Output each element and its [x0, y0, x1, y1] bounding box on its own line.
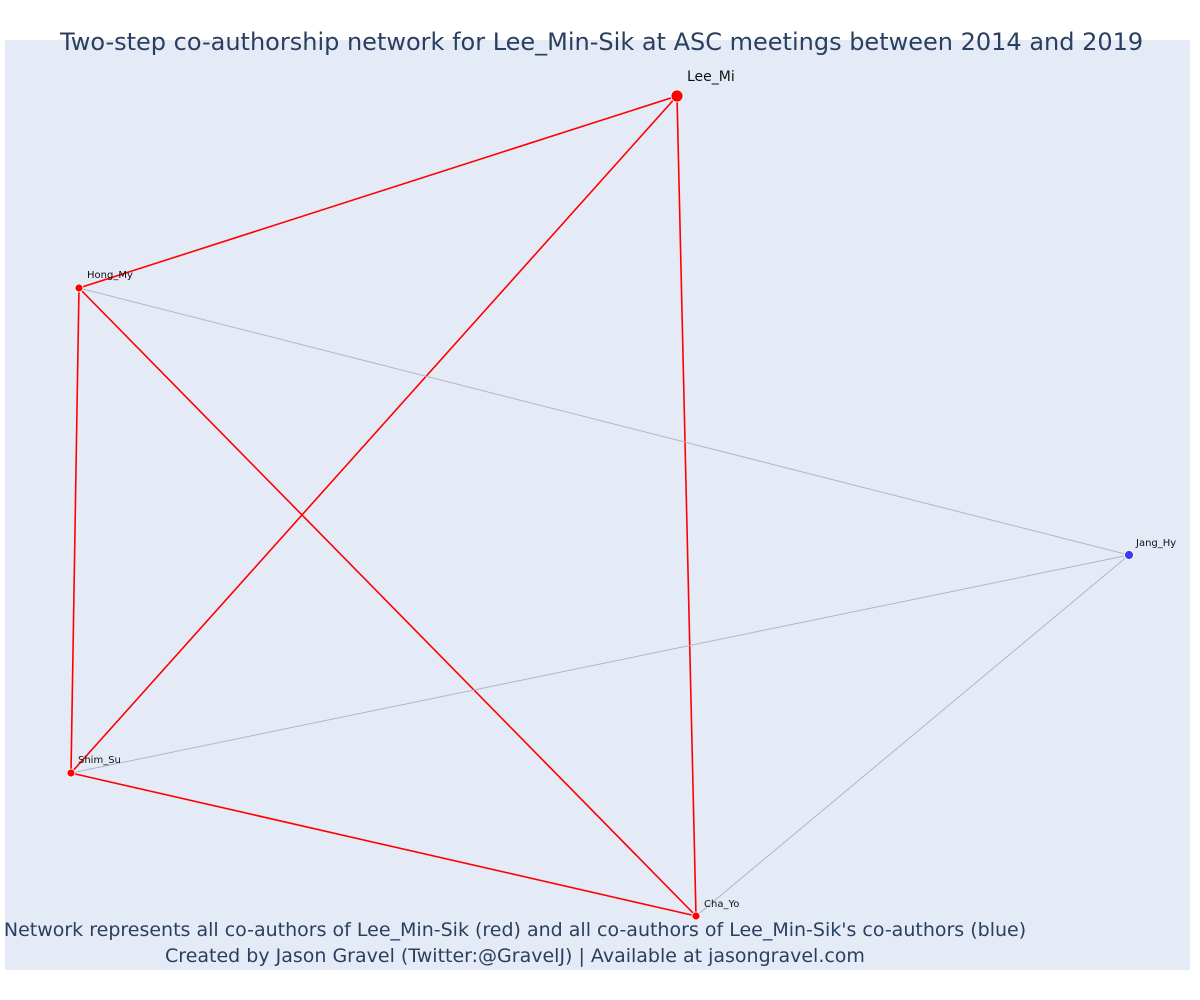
chart-title: Two-step co-authorship network for Lee_M…: [60, 28, 1144, 56]
edge-shim-jang: [70, 554, 1130, 774]
edge-cha-jang: [695, 554, 1130, 917]
edge-hong-shim: [70, 287, 80, 774]
node-label-hong: Hong_My: [87, 270, 133, 281]
node-shim[interactable]: [66, 768, 76, 778]
edge-hong-cha: [78, 287, 697, 917]
caption-line-1: Network represents all co-authors of Lee…: [3, 919, 1027, 941]
caption-line-2: Created by Jason Gravel (Twitter:@Gravel…: [165, 945, 865, 967]
edge-lee-hong: [78, 95, 678, 289]
node-cha[interactable]: [691, 911, 701, 921]
edges-layer: [70, 95, 1130, 917]
node-label-shim: Shim_Su: [78, 755, 121, 766]
node-label-cha: Cha_Yo: [704, 899, 739, 910]
edge-shim-cha: [70, 772, 697, 917]
edge-hong-jang: [78, 287, 1130, 556]
edge-lee-shim: [70, 95, 678, 774]
node-lee[interactable]: [670, 89, 684, 103]
nodes-layer: Lee_Mi Hong_My Shim_Su Cha_Yo Jang_Hy: [66, 69, 1176, 921]
edge-lee-cha: [676, 95, 697, 917]
node-label-jang: Jang_Hy: [1135, 538, 1176, 549]
node-label-lee: Lee_Mi: [687, 69, 735, 85]
node-hong[interactable]: [74, 283, 84, 293]
node-jang[interactable]: [1124, 550, 1134, 560]
